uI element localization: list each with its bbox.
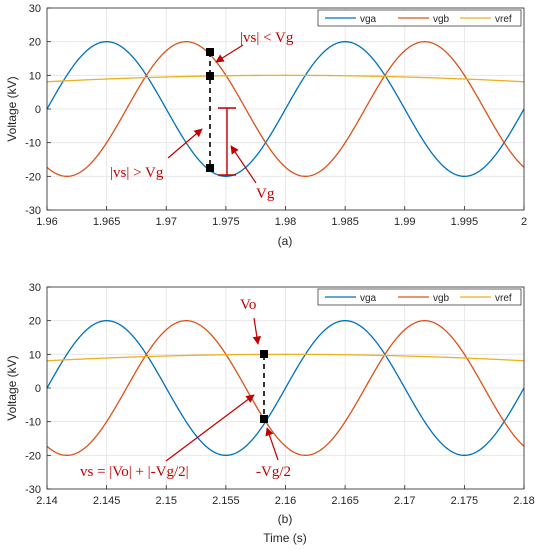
annotation-arrow bbox=[252, 317, 262, 345]
y-tick-label: 30 bbox=[29, 282, 41, 294]
y-tick-label: 0 bbox=[35, 383, 41, 395]
legend-label-vga: vga bbox=[360, 14, 377, 25]
marker-point bbox=[260, 415, 268, 423]
x-tick-label: 1.96 bbox=[36, 216, 57, 228]
annotation-vg: Vg bbox=[256, 186, 275, 202]
x-tick-label: 2.15 bbox=[156, 495, 177, 507]
x-tick-label: 2.145 bbox=[93, 495, 121, 507]
legend: vga vgb vref bbox=[317, 288, 522, 306]
marker-point bbox=[206, 72, 214, 80]
y-tick-label: -20 bbox=[25, 171, 41, 183]
x-tick-label: 2.17 bbox=[394, 495, 415, 507]
legend-label-vgb: vgb bbox=[433, 293, 450, 304]
x-tick-label: 2.155 bbox=[212, 495, 240, 507]
annotation-vs-less-than-vg: |vs| < Vg bbox=[240, 30, 294, 46]
x-tick-label: 2.165 bbox=[331, 495, 359, 507]
y-tick-label: -30 bbox=[25, 484, 41, 496]
annotation-arrow bbox=[230, 145, 257, 184]
series-line-vga bbox=[46, 320, 525, 456]
series-line-vga bbox=[46, 41, 525, 177]
legend-label-vref: vref bbox=[495, 14, 512, 25]
y-axis-label: Voltage (kV) bbox=[5, 355, 19, 420]
series-line-vref bbox=[46, 353, 525, 362]
chart-panel-a: 1.96 1.965 1.97 1.975 1.98 1.985 1.99 1.995 2 -30… bbox=[5, 3, 527, 248]
y-tick-label: -10 bbox=[25, 417, 41, 429]
legend-label-vga: vga bbox=[360, 293, 377, 304]
annotation-arrow bbox=[167, 128, 203, 159]
series-line-vgb bbox=[46, 320, 525, 456]
y-axis-label: Voltage (kV) bbox=[5, 76, 19, 141]
legend-label-vgb: vgb bbox=[433, 14, 450, 25]
y-tick-label: 20 bbox=[29, 37, 41, 49]
annotation-arrow bbox=[265, 427, 279, 461]
x-tick-label: 2 bbox=[521, 216, 527, 228]
x-tick-label: 2.14 bbox=[36, 495, 57, 507]
annotation-vs-greater-than-vg: |vs| > Vg bbox=[110, 165, 164, 181]
x-tick-label: 1.97 bbox=[156, 216, 177, 228]
y-tick-label: 10 bbox=[29, 349, 41, 361]
y-tick-label: -30 bbox=[25, 205, 41, 217]
y-tick-label: -20 bbox=[25, 450, 41, 462]
annotations: Vo -Vg/2 vs = |Vo| + |-Vg/2| bbox=[80, 297, 291, 480]
annotations: |vs| < Vg |vs| > Vg Vg bbox=[110, 30, 294, 202]
y-tick-label: -10 bbox=[25, 138, 41, 150]
marker-point bbox=[206, 164, 214, 172]
chart-panel-b: 2.14 2.145 2.15 2.155 2.16 2.165 2.17 2.175 2.18… bbox=[5, 282, 535, 545]
x-axis-label: Time (s) bbox=[263, 531, 307, 545]
x-tick-label: 1.975 bbox=[212, 216, 240, 228]
y-tick-label: 0 bbox=[35, 104, 41, 116]
marker-point bbox=[260, 350, 268, 358]
annotation-arrow bbox=[215, 44, 244, 63]
x-tick-label: 1.985 bbox=[331, 216, 359, 228]
x-tick-label: 2.16 bbox=[275, 495, 296, 507]
legend-label-vref: vref bbox=[495, 293, 512, 304]
x-tick-label: 1.99 bbox=[394, 216, 415, 228]
subplot-label: (a) bbox=[278, 234, 293, 248]
annotation-vo: Vo bbox=[240, 297, 256, 313]
annotation-vs-equation: vs = |Vo| + |-Vg/2| bbox=[80, 464, 189, 480]
y-tick-label: 10 bbox=[29, 70, 41, 82]
x-tick-label: 1.965 bbox=[93, 216, 121, 228]
series-line-vref bbox=[46, 74, 525, 83]
subplot-label: (b) bbox=[278, 512, 293, 526]
annotation-arrow bbox=[165, 394, 255, 462]
legend: vga vgb vref bbox=[317, 9, 522, 27]
annotation-neg-vg-half: -Vg/2 bbox=[256, 464, 291, 480]
x-tick-label: 2.18 bbox=[513, 495, 534, 507]
series-line-vgb bbox=[46, 41, 525, 177]
y-tick-label: 30 bbox=[29, 3, 41, 15]
y-tick-label: 20 bbox=[29, 316, 41, 328]
x-tick-label: 1.98 bbox=[275, 216, 296, 228]
x-tick-label: 2.175 bbox=[451, 495, 479, 507]
x-tick-label: 1.995 bbox=[451, 216, 479, 228]
marker-point bbox=[206, 48, 214, 56]
